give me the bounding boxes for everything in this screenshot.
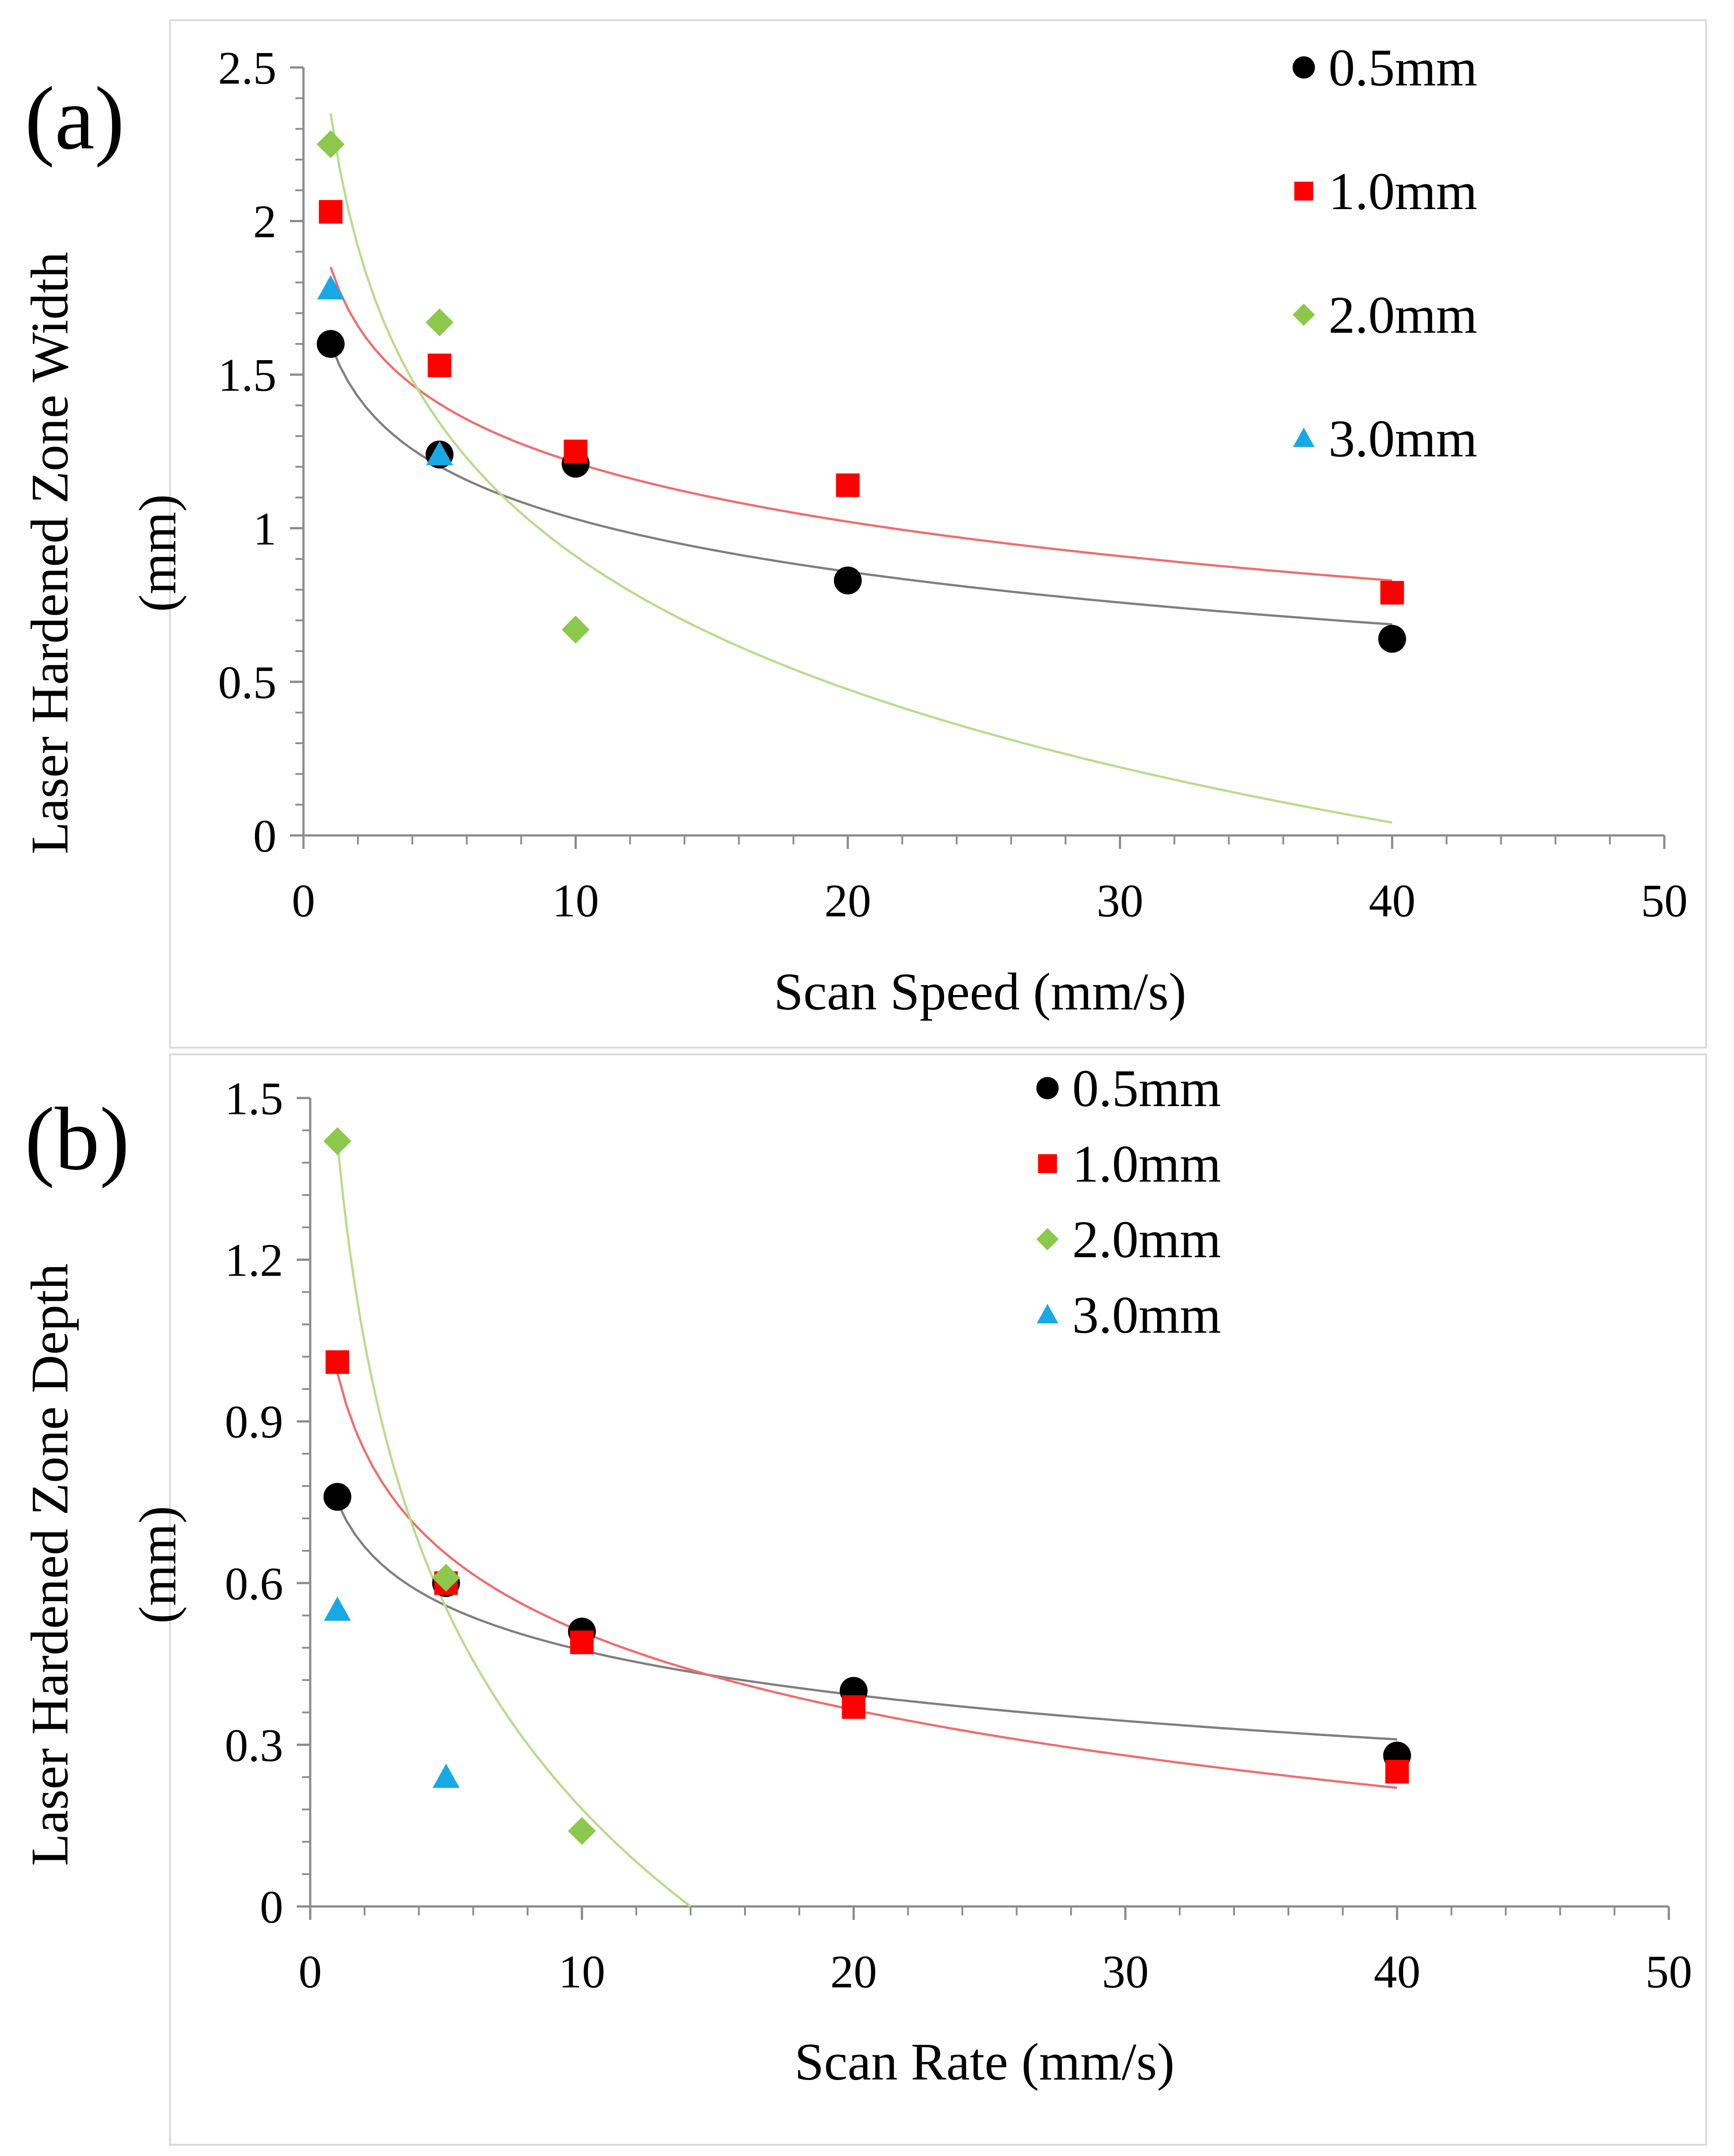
panel-a-legend-marker xyxy=(1294,182,1313,201)
panel-b-legend-marker xyxy=(1037,1304,1058,1324)
panel-b-ytick-label: 0 xyxy=(260,1881,283,1933)
panel-a-point-0-5mm xyxy=(834,566,862,594)
panel-b-ytick-label: 0.3 xyxy=(225,1719,283,1771)
panel-a-frame xyxy=(169,19,1707,1049)
panel-b-point-0-5mm xyxy=(323,1483,352,1511)
panel-b-point-2-0mm xyxy=(568,1817,596,1845)
panel-b-point-3-0mm xyxy=(324,1596,351,1621)
panel-a-xtick-label: 20 xyxy=(825,875,871,927)
panel-a-ylabel-line2: (mm) xyxy=(128,494,187,612)
panel-b-points xyxy=(323,1127,1411,1845)
panel-b-xtick-label: 10 xyxy=(558,1946,605,1998)
panel-a-points xyxy=(316,130,1406,653)
panel-a-legend-label: 1.0mm xyxy=(1328,162,1477,221)
panel-a-ytick-label: 1 xyxy=(253,503,276,555)
panel-b-legend-marker xyxy=(1036,1077,1059,1099)
panel-a-ytick-label: 0.5 xyxy=(218,656,276,708)
panel-a-point-0-5mm xyxy=(1378,625,1406,653)
panel-a-point-2-0mm xyxy=(562,616,590,644)
panel-b-point-2-0mm xyxy=(323,1127,352,1155)
panel-a-trendline-2-0mm xyxy=(330,113,1393,824)
panel-a-legend-marker xyxy=(1293,428,1315,447)
panel-b-trendline-2-0mm xyxy=(336,1141,691,1908)
panel-b-xtick-label: 0 xyxy=(299,1946,322,1998)
panel-b-ytick-label: 1.2 xyxy=(225,1235,283,1286)
panel-a-ylabel-line1: Laser Hardened Zone Width xyxy=(20,252,79,854)
panel-a-legend-label: 0.5mm xyxy=(1328,38,1477,97)
panel-a-point-3-0mm xyxy=(317,275,344,299)
panel-a-point-1-0mm xyxy=(319,200,343,224)
panel-a-xtick-label: 40 xyxy=(1369,875,1416,927)
panel-a-legend-marker xyxy=(1293,56,1315,79)
panel-a: (a) Laser Hardened Zone Width (mm) Scan … xyxy=(20,38,1688,1021)
panel-b-ytick-label: 0.9 xyxy=(225,1396,283,1448)
panel-b-xtick-label: 20 xyxy=(830,1946,877,1998)
panel-a-legend-label: 2.0mm xyxy=(1328,286,1477,344)
panel-b-legend-label: 2.0mm xyxy=(1072,1210,1221,1269)
panel-b-legend-label: 3.0mm xyxy=(1072,1286,1221,1344)
panel-a-axes: 0 0.5 1 1.5 2 2.5 0 10 20 30 40 50 xyxy=(218,42,1688,927)
panel-a-xlabel: Scan Speed (mm/s) xyxy=(774,962,1186,1021)
panel-b-ytick-label: 1.5 xyxy=(225,1073,283,1125)
panel-a-xtick-label: 0 xyxy=(292,875,315,927)
panel-b-point-1-0mm xyxy=(570,1630,594,1654)
panel-a-point-3-0mm xyxy=(426,441,453,465)
panel-a-point-1-0mm xyxy=(1380,581,1404,605)
panel-b-ylabel: Laser Hardened Zone Depth (mm) xyxy=(20,1263,187,1866)
panel-a-point-2-0mm xyxy=(425,308,454,337)
panel-b-point-2-0mm xyxy=(432,1563,460,1592)
panel-a-trendline-1-0mm xyxy=(330,267,1392,582)
panel-a-point-0-5mm xyxy=(316,330,345,358)
panel-a-xtick-label: 50 xyxy=(1641,875,1688,927)
panel-b-legend-label: 0.5mm xyxy=(1072,1059,1221,1118)
panel-b-xlabel: Scan Rate (mm/s) xyxy=(794,2032,1174,2091)
panel-b-point-1-0mm xyxy=(1385,1760,1409,1784)
panel-b-ylabel-line1: Laser Hardened Zone Depth xyxy=(20,1263,79,1866)
panel-a-ylabel: Laser Hardened Zone Width (mm) xyxy=(20,252,187,854)
panel-a-legend-marker xyxy=(1293,304,1315,326)
panel-a-legend: 0.5mm 1.0mm 2.0mm 3.0mm xyxy=(1293,38,1477,468)
panel-b-trendlines xyxy=(336,1141,1397,1908)
panel-b-ytick-label: 0.6 xyxy=(225,1558,283,1610)
panel-b-frame xyxy=(169,1053,1707,2146)
panel-b-trendline-0-5mm xyxy=(336,1501,1397,1741)
panel-b: (b) Laser Hardened Zone Depth (mm) Scan … xyxy=(20,1059,1692,2091)
panel-b-point-1-0mm xyxy=(842,1695,866,1719)
panel-b-legend-marker xyxy=(1038,1154,1057,1173)
panel-b-legend-label: 1.0mm xyxy=(1072,1134,1221,1193)
panel-b-legend: 0.5mm 1.0mm 2.0mm 3.0mm xyxy=(1036,1059,1221,1344)
panel-b-trendline-1-0mm xyxy=(336,1372,1397,1789)
panel-b-legend-marker xyxy=(1036,1228,1059,1250)
panel-b-ylabel-line2: (mm) xyxy=(128,1506,187,1624)
panel-a-xtick-label: 10 xyxy=(552,875,599,927)
panel-a-label: (a) xyxy=(25,69,125,168)
panel-b-axes: 0 0.3 0.6 0.9 1.2 1.5 0 10 20 30 40 50 xyxy=(225,1073,1692,1998)
panel-b-point-3-0mm xyxy=(432,1763,460,1788)
panel-b-point-1-0mm xyxy=(325,1350,349,1374)
panel-a-point-1-0mm xyxy=(836,473,860,497)
panel-a-trendline-0-5mm xyxy=(330,343,1392,626)
panel-a-xtick-label: 30 xyxy=(1097,875,1143,927)
panel-b-xtick-label: 40 xyxy=(1374,1946,1421,1998)
panel-a-trendlines xyxy=(330,113,1393,824)
panel-a-point-1-0mm xyxy=(564,439,588,464)
panel-a-point-1-0mm xyxy=(428,353,451,377)
panel-a-ytick-label: 0 xyxy=(253,810,276,862)
panel-a-ytick-label: 1.5 xyxy=(218,349,276,401)
panel-b-xtick-label: 50 xyxy=(1645,1946,1692,1998)
panel-a-point-2-0mm xyxy=(316,130,345,158)
panel-a-legend-label: 3.0mm xyxy=(1328,409,1477,468)
panel-a-ytick-label: 2 xyxy=(253,196,276,248)
panel-b-xtick-label: 30 xyxy=(1102,1946,1149,1998)
panel-b-label: (b) xyxy=(25,1089,129,1189)
panel-a-ytick-label: 2.5 xyxy=(218,42,276,94)
